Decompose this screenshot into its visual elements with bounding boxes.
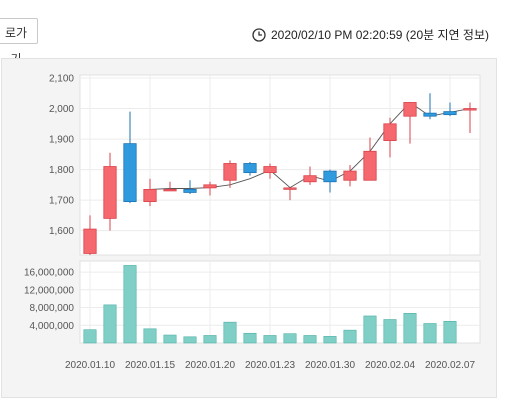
candle-body: [83, 228, 97, 254]
volume-bar: [383, 319, 397, 344]
price-plot-area: [79, 74, 481, 256]
candle: [463, 102, 477, 133]
candle-body: [203, 184, 217, 189]
candle-body: [143, 189, 157, 203]
candle: [103, 152, 117, 231]
volume-bar: [163, 334, 177, 344]
volume-bar: [443, 320, 457, 344]
clock-icon: [252, 27, 266, 42]
candle: [283, 187, 297, 201]
candle: [403, 102, 417, 144]
volume-bar: [263, 335, 277, 344]
volume-bar: [243, 332, 257, 344]
candle: [423, 93, 437, 120]
candle-body: [403, 102, 417, 117]
candle-body: [423, 112, 437, 117]
volume-bar: [83, 329, 97, 344]
timestamp: 2020/02/10 PM 02:20:59 (20분 지연 정보): [252, 26, 489, 43]
volume-bar: [183, 336, 197, 344]
candle-body: [303, 175, 317, 183]
candle-body: [103, 166, 117, 219]
volume-bar: [403, 313, 417, 344]
candle-body: [463, 108, 477, 111]
volume-tick-label: 8,000,000: [30, 303, 75, 314]
candle: [443, 102, 457, 117]
candle-body: [443, 111, 457, 116]
candle-body: [183, 189, 197, 193]
date-tick-label: 2020.01.20: [185, 360, 235, 371]
date-tick-label: 2020.02.07: [425, 360, 475, 371]
price-tick-label: 1,900: [49, 135, 74, 146]
candle: [243, 161, 257, 176]
volume-bar: [283, 333, 297, 344]
candle-body: [243, 163, 257, 174]
candle-body: [223, 163, 237, 181]
candle: [183, 180, 197, 194]
candle: [383, 117, 397, 158]
date-tick-label: 2020.01.15: [125, 360, 175, 371]
candle: [323, 169, 337, 193]
candle: [343, 165, 357, 187]
volume-bar: [343, 329, 357, 344]
candle-body: [343, 170, 357, 181]
volume-tick-label: 12,000,000: [24, 285, 74, 296]
candle-body: [383, 123, 397, 141]
candle: [263, 163, 277, 179]
volume-tick-label: 16,000,000: [24, 268, 74, 279]
candle-body: [263, 166, 277, 174]
timestamp-text: 2020/02/10 PM 02:20:59 (20분 지연 정보): [271, 28, 489, 42]
volume-bar: [123, 265, 137, 344]
volume-bar: [423, 323, 437, 344]
candle: [203, 181, 217, 196]
price-tick-label: 2,100: [49, 74, 74, 85]
candle-body: [283, 187, 297, 190]
price-trend-line: [149, 101, 471, 190]
volume-tick-label: 4,000,000: [30, 321, 75, 332]
candle: [143, 178, 157, 207]
candle-body: [123, 143, 137, 203]
price-tick-label: 2,000: [49, 104, 74, 115]
volume-bar: [143, 328, 157, 344]
volume-bar: [223, 321, 237, 344]
volume-bar: [323, 336, 337, 344]
candle-body: [363, 150, 377, 181]
date-tick-label: 2020.01.30: [305, 360, 355, 371]
volume-bar: [103, 304, 117, 344]
price-tick-label: 1,600: [49, 226, 74, 237]
candle: [123, 111, 137, 204]
candle-body: [163, 189, 177, 192]
date-tick-label: 2020.02.04: [365, 360, 415, 371]
date-tick-label: 2020.01.23: [245, 360, 295, 371]
candle: [83, 215, 97, 255]
volume-bar: [363, 315, 377, 344]
price-tick-label: 1,700: [49, 196, 74, 207]
date-tick-label: 2020.01.10: [65, 360, 115, 371]
price-tick-label: 1,800: [49, 165, 74, 176]
candle: [303, 166, 317, 185]
volume-plot-area: [79, 260, 481, 344]
volume-bar: [303, 335, 317, 344]
candle-body: [323, 170, 337, 183]
volume-bar: [203, 335, 217, 344]
candle: [363, 137, 377, 181]
candle: [223, 160, 237, 188]
candle: [163, 181, 177, 192]
